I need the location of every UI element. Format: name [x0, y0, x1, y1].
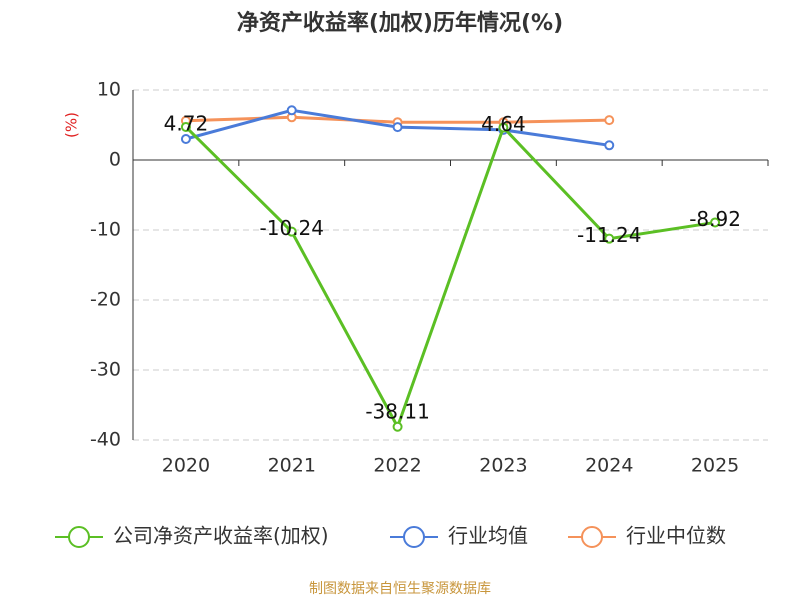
data-point	[392, 122, 403, 133]
data-point	[180, 134, 191, 144]
data-point	[180, 121, 191, 132]
legend-icon	[581, 526, 603, 548]
data-label: 4.64	[481, 112, 526, 136]
data-label: -8.92	[689, 207, 741, 231]
data-label: -10.24	[260, 216, 324, 240]
legend-icon	[403, 526, 425, 548]
data-point	[710, 217, 721, 228]
y-axis-label: (%)	[63, 112, 81, 138]
data-label: -11.24	[577, 223, 641, 247]
x-tick-label: 2020	[162, 455, 210, 477]
y-tick-label: -10	[90, 219, 121, 241]
data-point	[604, 140, 615, 151]
legend-label: 行业中位数	[626, 524, 726, 548]
x-tick-label: 2022	[373, 455, 421, 477]
x-tick-label: 2021	[268, 455, 316, 477]
legend-label: 行业均值	[448, 524, 528, 548]
x-tick-label: 2024	[585, 455, 633, 477]
data-point	[604, 233, 615, 244]
legend-icon	[68, 526, 90, 548]
y-tick-label: -20	[90, 289, 121, 311]
x-tick-label: 2023	[479, 455, 527, 477]
chart-title: 净资产收益率(加权)历年情况(%)	[237, 10, 563, 36]
y-tick-label: 10	[97, 79, 121, 101]
data-label: -38.11	[365, 399, 429, 423]
legend-label: 公司净资产收益率(加权)	[113, 524, 329, 548]
x-tick-label: 2025	[691, 455, 739, 477]
y-tick-label: 0	[109, 149, 121, 171]
source-note: 制图数据来自恒生聚源数据库	[309, 581, 491, 597]
data-point	[498, 122, 509, 133]
data-point	[286, 105, 297, 116]
y-tick-label: -40	[90, 429, 121, 451]
data-point	[286, 226, 297, 237]
data-point	[392, 421, 403, 432]
y-tick-label: -30	[90, 359, 121, 381]
data-point	[604, 115, 615, 126]
data-label: 4.72	[164, 111, 209, 135]
series-line	[184, 124, 716, 431]
